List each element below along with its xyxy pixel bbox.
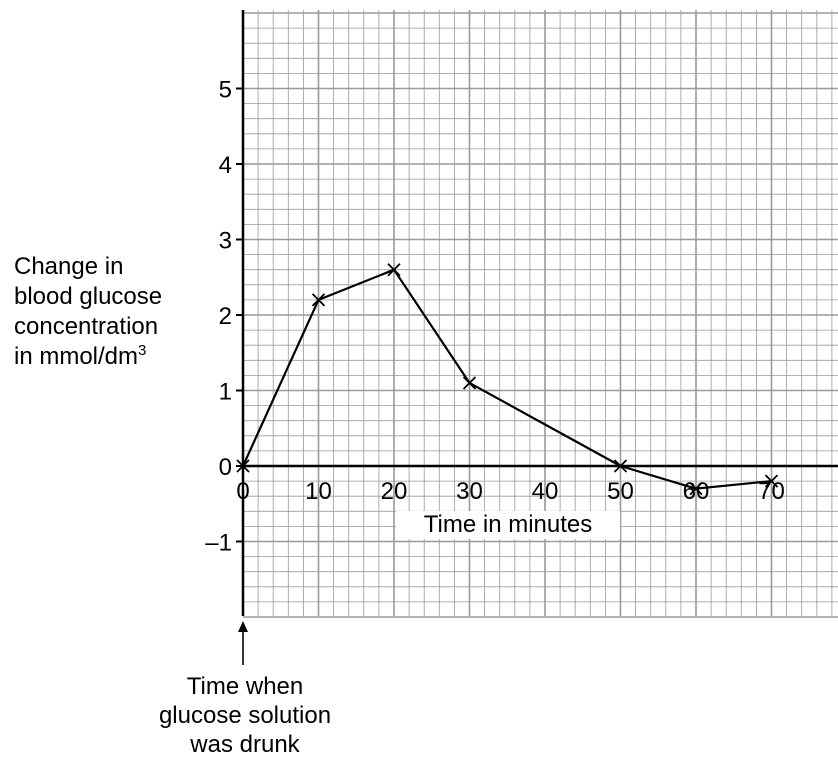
x-tick-label: 30 <box>456 478 483 505</box>
data-point-marker <box>689 482 703 496</box>
x-axis-label: Time in minutes <box>396 511 620 539</box>
data-point-marker <box>387 263 401 277</box>
y-tick-label: 0 <box>219 454 232 481</box>
data-point-marker <box>764 474 779 488</box>
x-tick-label: 50 <box>607 478 634 505</box>
data-series <box>236 263 779 496</box>
y-axis-label-line: Change in <box>14 253 124 280</box>
y-axis-label-line: blood glucose <box>14 283 163 310</box>
x-tick-label: 20 <box>381 478 408 505</box>
y-tick-label: 1 <box>219 379 232 406</box>
y-tick-label: 3 <box>219 228 232 255</box>
y-axis-label-line: in mmol/dm3 <box>14 342 162 372</box>
y-axis-label-line: concentration <box>14 313 159 340</box>
marker-stroke <box>613 459 628 473</box>
y-axis-label-superscript: 3 <box>138 342 147 359</box>
data-point-marker <box>462 376 477 390</box>
data-point-marker <box>311 293 326 307</box>
marker-stroke <box>689 482 703 496</box>
x-tick-label: 60 <box>683 478 710 505</box>
annotation-line: glucose solution <box>158 702 332 729</box>
y-tick-label: 4 <box>219 152 232 179</box>
x-tick-label: 0 <box>236 478 249 505</box>
data-point-marker <box>236 459 250 473</box>
y-tick-label: –1 <box>205 530 232 557</box>
annotation-line: Time when <box>186 673 304 700</box>
x-tick-label: 40 <box>532 478 559 505</box>
marker-stroke <box>462 376 477 390</box>
x-tick-label: 10 <box>305 478 332 505</box>
marker-stroke <box>311 293 326 307</box>
marker-stroke <box>236 459 250 473</box>
y-axis-label: Change in blood glucose concentration in… <box>14 252 162 372</box>
annotation-line: was drunk <box>190 731 300 758</box>
y-tick-label: 2 <box>219 303 232 330</box>
data-point-marker <box>613 459 628 473</box>
annotation-arrow-head <box>238 621 248 632</box>
annotation-arrow <box>238 621 248 665</box>
marker-stroke <box>387 263 401 277</box>
annotation-text: Time when glucose solution was drunk <box>120 672 370 759</box>
marker-stroke <box>764 474 779 488</box>
y-axis-label-unit: in mmol/dm <box>14 343 139 370</box>
y-tick-label: 5 <box>219 77 232 104</box>
axes <box>236 10 838 616</box>
